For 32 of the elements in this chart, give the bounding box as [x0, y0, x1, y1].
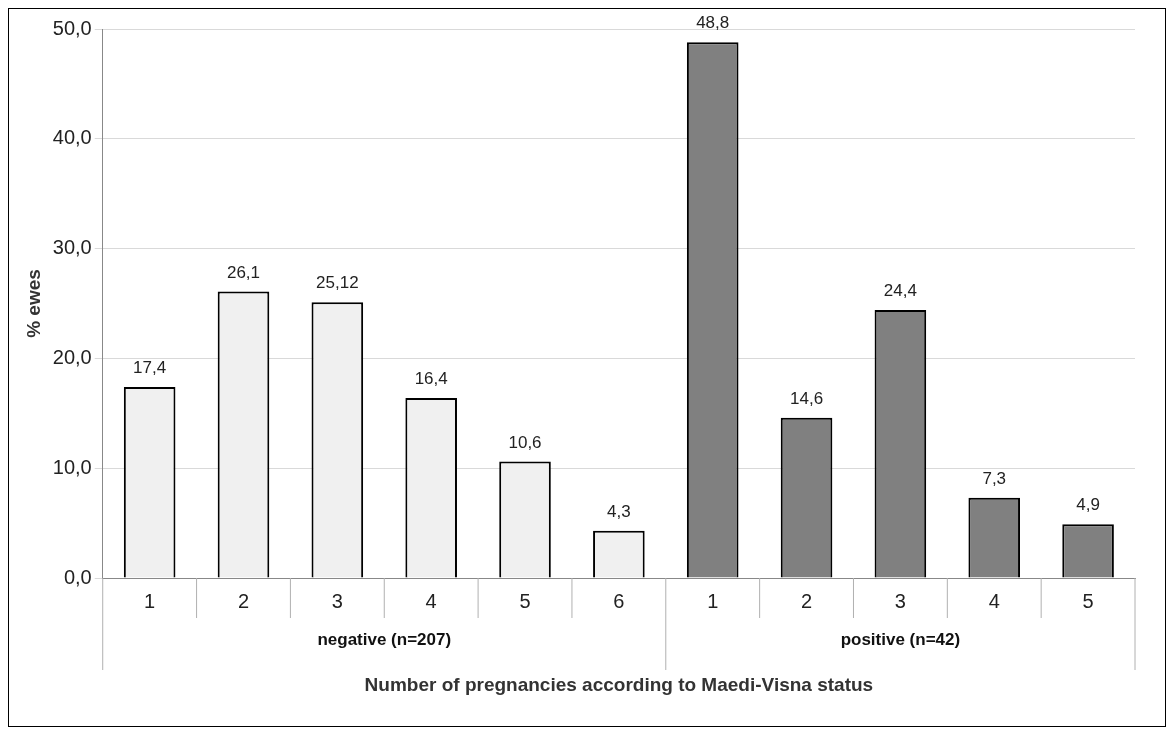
- x-tick-label: 3: [894, 589, 906, 612]
- x-tick-label: 5: [1082, 589, 1094, 612]
- x-tick-label: 2: [800, 589, 813, 612]
- x-axis-title: Number of pregnancies according to Maedi-Visna status: [364, 674, 874, 696]
- x-tick-label: 6: [613, 589, 625, 612]
- y-tick-label: 20,0: [52, 345, 92, 368]
- data-label: 24,4: [883, 281, 917, 301]
- data-label: 14,6: [790, 388, 824, 408]
- y-axis-title: % ewes: [22, 269, 44, 338]
- data-label: 10,6: [508, 432, 542, 452]
- text: positive (n=42): [840, 629, 961, 649]
- data-label: 16,4: [414, 369, 448, 389]
- data-label: 26,1: [226, 262, 261, 282]
- text: negative (n=207): [317, 629, 452, 649]
- data-label: 17,4: [133, 358, 167, 378]
- x-tick-label: 1: [144, 589, 156, 612]
- data-label: 4,9: [1076, 495, 1100, 515]
- x-tick-label: 5: [519, 589, 531, 612]
- x-tick-label: 1: [707, 589, 719, 612]
- y-tick-label: 10,0: [52, 455, 92, 478]
- x-tick-label: 3: [331, 589, 343, 612]
- x-tick-label: 2: [237, 589, 250, 612]
- y-tick-label: 0,0: [63, 565, 92, 588]
- x-tick-label: 4: [425, 589, 437, 612]
- data-label: 7,3: [982, 469, 1007, 489]
- y-tick-label: 40,0: [52, 126, 92, 149]
- x-tick-label: 4: [988, 589, 1000, 612]
- data-label: 25,12: [316, 273, 359, 293]
- data-label: 4,3: [607, 501, 631, 521]
- data-label: 48,8: [696, 13, 730, 33]
- y-tick-label: 30,0: [52, 236, 92, 259]
- y-tick-label: 50,0: [52, 16, 92, 39]
